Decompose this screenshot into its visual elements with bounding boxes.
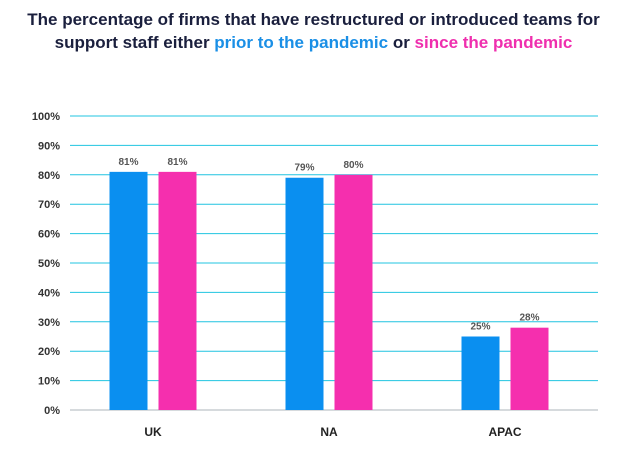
bar-uk-series-1 (109, 171, 148, 410)
x-tick-label: UK (144, 425, 162, 439)
y-tick-label: 60% (38, 229, 60, 241)
y-tick-label: 30% (38, 317, 60, 329)
y-tick-label: 100% (32, 111, 60, 123)
bar-na-series-2 (334, 174, 373, 410)
data-label: 25% (470, 322, 490, 333)
bar-na-series-1 (285, 177, 324, 410)
chart-title: The percentage of firms that have restru… (0, 8, 627, 54)
data-labels: 81% 81% 79% 80% 25% 28% (118, 157, 539, 333)
y-tick-label: 90% (38, 140, 60, 152)
grid-lines (70, 115, 598, 411)
y-tick-label: 50% (38, 258, 60, 270)
bar-apac-series-2 (510, 327, 549, 410)
y-tick-label: 40% (38, 287, 60, 299)
bars (109, 171, 549, 410)
x-tick-label: NA (320, 425, 338, 439)
y-tick-label: 20% (38, 346, 60, 358)
y-axis: 0% 10% 20% 30% 40% 50% 60% 70% 80% 90% 100% (32, 111, 60, 417)
y-tick-label: 70% (38, 199, 60, 211)
data-label: 79% (294, 163, 314, 174)
x-axis: UK NA APAC (144, 425, 522, 439)
y-tick-label: 80% (38, 170, 60, 182)
title-line-1: The percentage of firms that have restru… (27, 10, 600, 29)
data-label: 81% (167, 157, 187, 168)
title-series-a-phrase: prior to the pandemic (214, 33, 389, 52)
data-label: 28% (519, 313, 539, 324)
title-series-b-phrase: since the pandemic (414, 33, 573, 52)
y-tick-label: 0% (44, 405, 60, 417)
title-line-2: support staff either prior to the pandem… (0, 31, 627, 54)
title-line-2-prefix: support staff either (54, 33, 215, 52)
bar-uk-series-2 (158, 171, 197, 410)
data-label: 81% (118, 157, 138, 168)
title-connector: or (388, 33, 415, 52)
y-tick-label: 10% (38, 376, 60, 388)
x-tick-label: APAC (488, 425, 521, 439)
bar-apac-series-1 (461, 336, 500, 410)
data-label: 80% (343, 160, 363, 171)
